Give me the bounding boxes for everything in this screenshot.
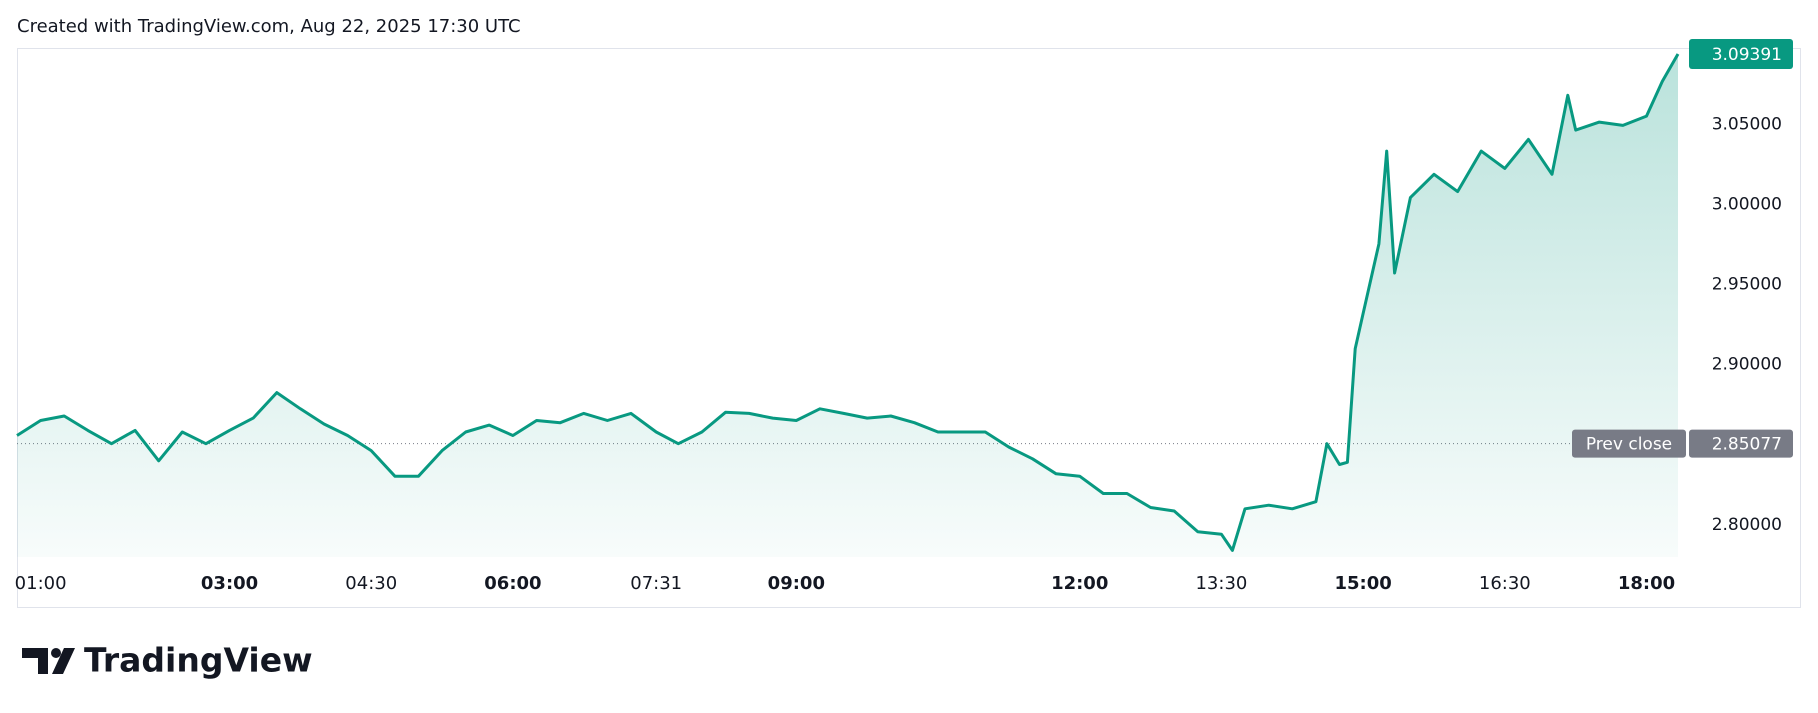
y-tick-label: 2.90000 bbox=[1712, 355, 1782, 375]
x-tick-label: 15:00 bbox=[1334, 573, 1391, 594]
area-fill bbox=[17, 54, 1678, 557]
x-tick-label: 06:00 bbox=[484, 573, 541, 594]
logo-icon bbox=[52, 648, 75, 674]
prev-close-value-box bbox=[1689, 429, 1793, 458]
x-tick-label: 09:00 bbox=[768, 573, 825, 594]
logo-icon bbox=[51, 648, 61, 658]
y-tick-label: 2.95000 bbox=[1712, 275, 1782, 295]
x-tick-label: 18:00 bbox=[1618, 573, 1675, 594]
x-tick-label: 07:31 bbox=[630, 573, 682, 594]
prev-close-value: 2.85077 bbox=[1712, 435, 1782, 455]
plot-frame bbox=[17, 48, 1801, 608]
price-line bbox=[16, 53, 1680, 552]
y-tick-label: 3.00000 bbox=[1712, 194, 1782, 214]
x-tick-label: 03:00 bbox=[201, 573, 258, 594]
logo-text: TradingView bbox=[84, 641, 313, 680]
logo-icon bbox=[22, 648, 48, 674]
y-tick-label: 3.05000 bbox=[1712, 114, 1782, 134]
x-tick-label: 01:00 bbox=[15, 573, 67, 594]
last-price-label: 3.09391 bbox=[1712, 45, 1782, 65]
header: Created with TradingView.com, Aug 22, 20… bbox=[17, 16, 521, 37]
x-tick-label: 16:30 bbox=[1479, 573, 1531, 594]
prev-close-label: Prev close bbox=[1586, 435, 1672, 455]
y-tick-label: 2.80000 bbox=[1712, 515, 1782, 535]
last-price-box bbox=[1689, 38, 1793, 69]
x-tick-label: 04:30 bbox=[345, 573, 397, 594]
x-tick-label: 12:00 bbox=[1051, 573, 1108, 594]
x-tick-label: 13:30 bbox=[1195, 573, 1247, 594]
logo bbox=[22, 648, 75, 674]
prev-close-label-box bbox=[1572, 429, 1686, 458]
